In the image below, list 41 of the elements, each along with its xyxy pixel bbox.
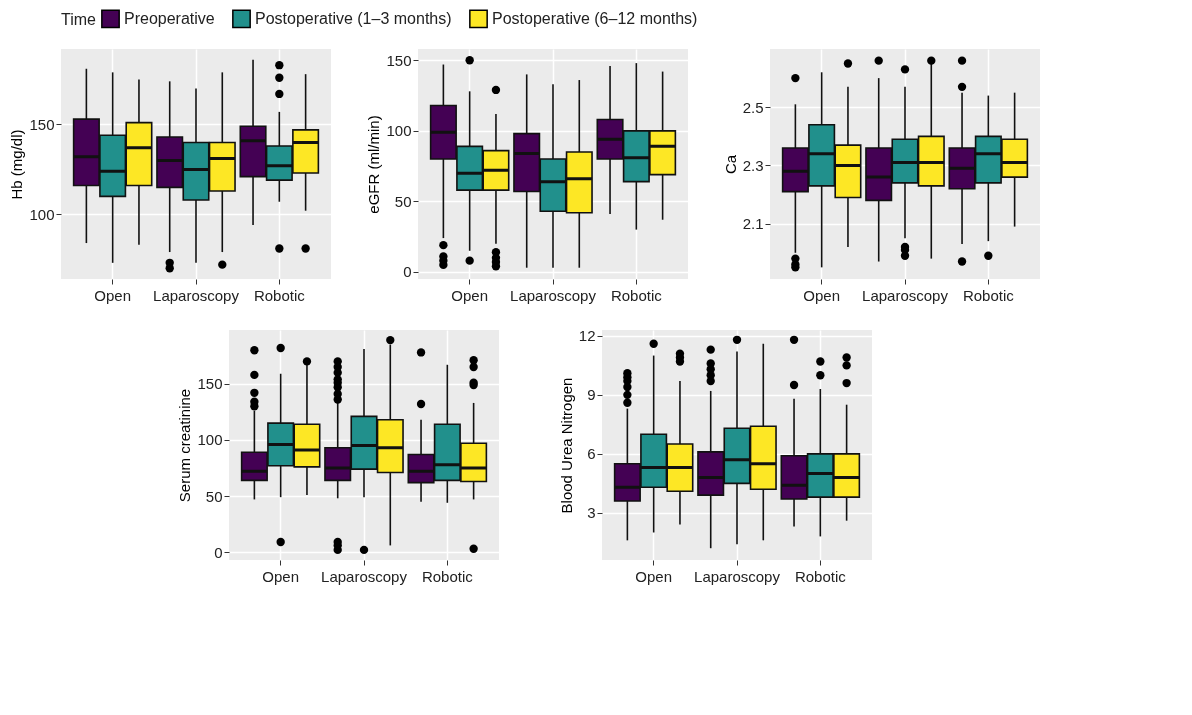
y-axis-title: Hb (mg/dl) [8, 129, 26, 200]
x-tick-label: Robotic [421, 567, 474, 585]
legend-title: Time [61, 11, 97, 28]
x-tick-label: Laparoscopy [862, 286, 949, 304]
y-tick-label: 0 [403, 263, 412, 281]
y-axis-title: Ca [721, 154, 739, 175]
y-tick-label: 6 [587, 445, 596, 463]
y-tick-label: 50 [394, 192, 412, 210]
y-tick-label: 12 [578, 327, 596, 345]
x-tick-label: Open [262, 567, 300, 585]
x-tick-label: Open [803, 286, 841, 304]
y-tick-label: 150 [197, 375, 223, 393]
x-tick-label: Open [635, 567, 673, 585]
y-tick-label: 9 [587, 386, 596, 404]
x-tick-label: Open [94, 286, 132, 304]
x-tick-label: Robotic [253, 286, 306, 304]
y-tick-label: 100 [29, 205, 55, 223]
y-tick-label: 150 [29, 115, 55, 133]
y-tick-label: 2.1 [742, 215, 764, 233]
y-tick-label: 2.5 [742, 98, 764, 116]
y-tick-label: 50 [205, 487, 223, 505]
x-tick-label: Robotic [962, 286, 1015, 304]
y-tick-label: 100 [197, 431, 223, 449]
x-tick-label: Laparoscopy [510, 286, 597, 304]
y-tick-label: 3 [587, 504, 596, 522]
y-axis-title: eGFR (ml/min) [365, 115, 383, 214]
y-tick-label: 2.3 [742, 156, 764, 174]
x-tick-label: Robotic [610, 286, 663, 304]
y-axis-title: Blood Urea Nitrogen [557, 377, 575, 514]
y-tick-label: 0 [214, 543, 223, 561]
x-tick-label: Laparoscopy [321, 567, 408, 585]
x-tick-label: Robotic [794, 567, 847, 585]
legend-label: Postoperative (1–3 months) [255, 9, 452, 27]
y-tick-label: 150 [386, 51, 412, 69]
legend-label: Preoperative [124, 9, 215, 27]
x-tick-label: Laparoscopy [153, 286, 240, 304]
x-tick-label: Laparoscopy [694, 567, 781, 585]
y-tick-label: 100 [386, 122, 412, 140]
x-tick-label: Open [451, 286, 489, 304]
y-axis-title: Serum creatinine [176, 388, 194, 503]
legend-label: Postoperative (6–12 months) [492, 9, 698, 27]
